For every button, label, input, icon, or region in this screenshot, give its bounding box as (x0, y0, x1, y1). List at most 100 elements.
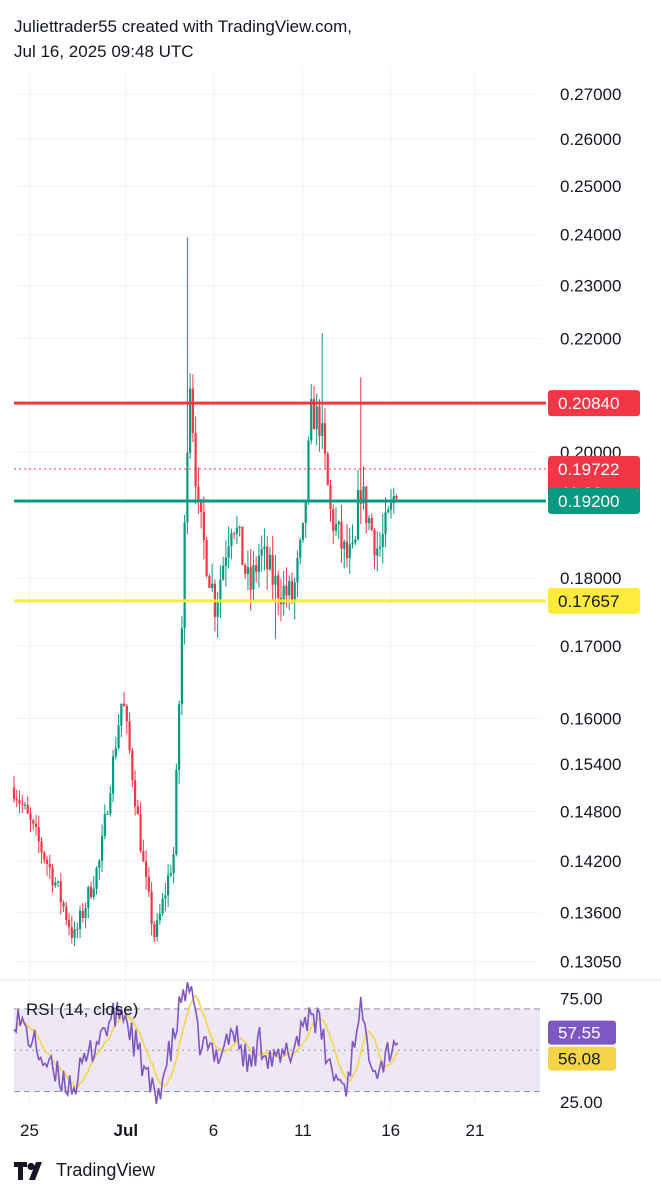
candle (122, 691, 126, 707)
candle (169, 864, 172, 878)
candle-body (84, 907, 87, 919)
candle (255, 556, 258, 583)
candle-body (241, 526, 244, 566)
candle (219, 565, 222, 619)
candle (378, 531, 382, 557)
candle (202, 496, 205, 560)
support-yellow-tag-label: 0.17657 (558, 592, 619, 611)
candle (213, 579, 216, 632)
candle (139, 802, 142, 853)
candle-body (29, 813, 32, 821)
candle-body (373, 529, 376, 556)
candle-body (89, 886, 93, 898)
candle-body (208, 576, 211, 588)
candle (45, 855, 49, 877)
candle-body (34, 823, 38, 828)
candle (111, 750, 115, 803)
candle (23, 801, 27, 810)
candle (48, 854, 51, 879)
horizontal-levels (14, 401, 546, 603)
candle-body (323, 423, 327, 454)
candle (260, 535, 263, 572)
candle (343, 539, 346, 569)
price-tick-label: 0.14200 (560, 852, 621, 871)
candle (43, 850, 46, 864)
candle (26, 795, 29, 815)
time-tick-label: 21 (465, 1121, 484, 1140)
candle-body (136, 806, 139, 815)
candle-body (175, 769, 178, 855)
candle (189, 373, 192, 459)
candle-body (197, 486, 200, 500)
support-green-tag-bg (548, 487, 640, 514)
candle-body (348, 544, 351, 559)
candle-body (315, 406, 318, 430)
candle (296, 550, 299, 598)
candle-body (194, 432, 197, 487)
price-tick-label: 0.15400 (560, 755, 621, 774)
candle (65, 901, 68, 926)
candle-body (95, 867, 98, 889)
candle (172, 846, 175, 884)
candle-body (76, 928, 79, 930)
candle (332, 504, 335, 545)
last-price-tag-label: 0.19722 (558, 460, 619, 479)
candle-body (131, 750, 134, 781)
candle-body (189, 388, 192, 453)
candle-body (274, 575, 277, 585)
candle-body (332, 509, 335, 531)
candle (29, 807, 32, 833)
candle-body (164, 895, 167, 899)
candle-body (266, 546, 269, 570)
candle (216, 591, 219, 639)
price-tick-label: 0.13050 (560, 953, 621, 972)
candle-body (293, 582, 296, 600)
candle (205, 536, 208, 578)
grid-lines (14, 68, 540, 1108)
candle-body (310, 399, 313, 441)
candle (98, 858, 101, 880)
candle-body (87, 886, 90, 908)
candle (274, 555, 277, 640)
candle-body (343, 541, 346, 549)
timestamp-line: Jul 16, 2025 09:48 UTC (14, 42, 194, 61)
candle (348, 527, 351, 574)
candle-body (252, 565, 255, 590)
candle-body (395, 496, 398, 499)
candle-body (169, 873, 172, 876)
candle (18, 790, 21, 814)
candle-body (257, 555, 261, 572)
candle (161, 893, 164, 917)
candle-body (326, 453, 329, 485)
candle (222, 556, 225, 581)
candle (241, 526, 244, 566)
price-tick-label: 0.18000 (560, 569, 621, 588)
candle (106, 810, 109, 816)
candle-body (106, 813, 109, 815)
candle (326, 451, 329, 486)
candle (67, 913, 71, 936)
candle-body (142, 851, 145, 862)
candle (263, 528, 266, 571)
candle-body (98, 860, 101, 868)
candle (95, 866, 98, 895)
candle (128, 712, 131, 754)
candle (147, 867, 150, 897)
candle (337, 520, 340, 540)
candle-body (285, 585, 288, 596)
candle (158, 904, 161, 925)
candle-body (144, 861, 148, 877)
candle-body (125, 706, 128, 722)
candle (142, 839, 145, 862)
candle-body (337, 521, 340, 525)
candle (373, 527, 376, 570)
candle-body (167, 875, 170, 896)
price-tick-label: 0.24000 (560, 226, 621, 245)
candle (252, 551, 255, 603)
candle-body (238, 526, 241, 528)
footer-brand: TradingView (56, 1160, 156, 1180)
candle-body (367, 518, 371, 524)
candle (153, 920, 156, 943)
candle-body (301, 522, 305, 540)
